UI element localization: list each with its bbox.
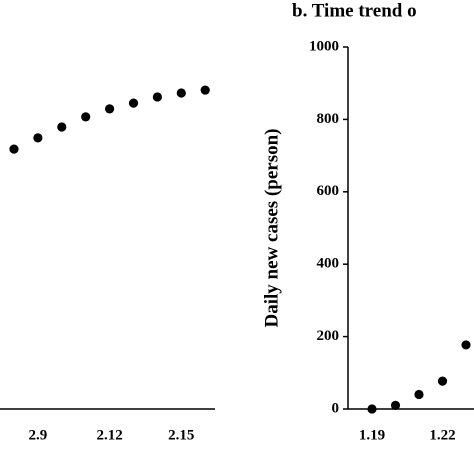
point xyxy=(128,98,139,108)
point xyxy=(9,144,19,154)
point xyxy=(81,112,91,122)
point xyxy=(414,389,424,400)
point xyxy=(105,104,115,114)
point xyxy=(437,376,448,386)
y-tick-label: 1000 xyxy=(309,38,339,54)
x-tick-label: 2.9 xyxy=(29,427,48,443)
point xyxy=(57,122,67,132)
y-tick-label: 0 xyxy=(332,400,340,416)
y-tick-label: 600 xyxy=(317,183,340,199)
point xyxy=(200,85,210,95)
y-axis-label: Daily new cases (person) xyxy=(261,129,282,328)
y-tick-label: 800 xyxy=(317,111,340,127)
y-tick-label: 400 xyxy=(317,256,340,272)
point xyxy=(390,400,401,410)
x-tick-label: 2.12 xyxy=(96,427,122,443)
point xyxy=(367,404,377,414)
point xyxy=(176,88,186,98)
point xyxy=(152,92,162,102)
y-tick-label: 200 xyxy=(317,328,340,344)
x-tick-label: 1.22 xyxy=(429,427,455,443)
x-tick-label: 2.15 xyxy=(168,427,194,443)
point xyxy=(461,340,471,350)
chart-title: b. Time trend o xyxy=(292,0,417,21)
point xyxy=(33,133,43,143)
x-tick-label: 1.19 xyxy=(359,427,385,443)
